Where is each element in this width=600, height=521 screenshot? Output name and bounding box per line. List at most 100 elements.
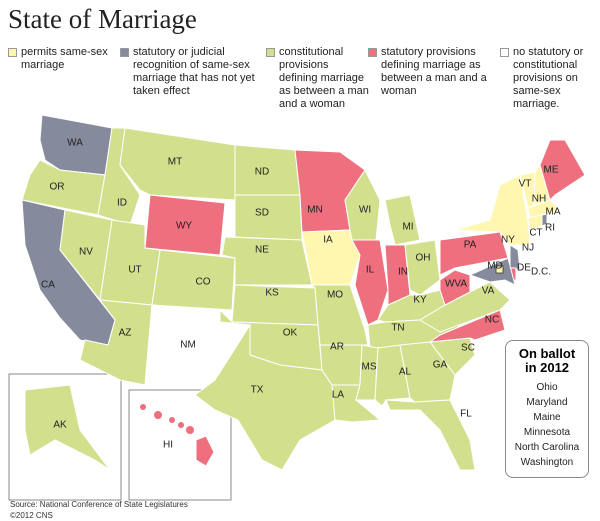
legend-label: constitutional provisions defining marri…: [279, 46, 369, 110]
ballot-list: Ohio Maryland Maine Minnesota North Carolina…: [506, 380, 588, 470]
state-label: CA: [41, 280, 55, 291]
state: [355, 344, 379, 401]
state-label: NM: [180, 340, 196, 351]
state: [385, 399, 476, 471]
state-label: NC: [485, 315, 499, 326]
state-label: NY: [501, 235, 515, 246]
state-labels: WA OR CA NV ID MT WY UT CO AZ NM ND SD NE KS OK TX MN IA MO…: [41, 138, 561, 451]
state-label: IN: [398, 267, 408, 278]
state: [509, 244, 521, 271]
state: [24, 384, 111, 471]
map-title: State of Marriage: [8, 4, 197, 34]
state-label: OR: [50, 182, 65, 193]
source: Source: National Conference of State Leg…: [10, 500, 188, 509]
state-label: WVA: [445, 279, 467, 290]
island: [186, 426, 194, 434]
state: [194, 323, 336, 471]
state-label: KS: [265, 288, 279, 299]
state-label: LA: [332, 390, 345, 401]
legend-swatch: [368, 48, 377, 57]
state: [404, 239, 441, 296]
state-label: KY: [413, 295, 427, 306]
state-label: MN: [307, 205, 323, 216]
legend-entry: permits same-sex marriage: [8, 46, 121, 72]
state-label: UT: [128, 265, 141, 276]
legend-entry: statutory provisions defining marriage a…: [368, 46, 499, 98]
state-label: AZ: [119, 328, 132, 339]
island: [178, 422, 184, 428]
state: [419, 281, 511, 333]
state-label: NJ: [522, 243, 534, 254]
ballot-item: Washington: [520, 457, 574, 468]
state-label: MS: [362, 362, 377, 373]
state: [144, 194, 226, 256]
state: [351, 239, 389, 326]
state: [195, 435, 215, 467]
ballot-title: On ballot in 2012: [518, 346, 576, 375]
legend-entry: constitutional provisions defining marri…: [266, 46, 369, 111]
state: [527, 199, 561, 219]
legend-label: statutory provisions defining marriage a…: [381, 46, 487, 97]
state-label: WY: [176, 221, 192, 232]
state-label: RI: [545, 223, 555, 234]
state-label: IA: [323, 235, 333, 246]
state-label: AR: [330, 342, 344, 353]
legend-swatch: [266, 48, 275, 57]
island: [169, 417, 175, 423]
island: [154, 411, 162, 419]
legend-label: no statutory or constitutional provision…: [513, 46, 584, 110]
state-label: SC: [461, 343, 475, 354]
state-label: SD: [255, 208, 269, 219]
state: [541, 213, 548, 227]
ballot-box: On ballot in 2012 Ohio Maryland Maine Minne…: [505, 340, 589, 478]
state-label: OH: [416, 253, 431, 264]
copyright: ©2012 CNS: [10, 511, 53, 520]
state-label: ND: [255, 167, 269, 178]
ballot-item: Maryland: [526, 397, 568, 408]
state: [454, 174, 531, 246]
legend-swatch: [8, 48, 17, 57]
state-label: NV: [79, 247, 93, 258]
legend-entry: statutory or judicial recognition of sam…: [120, 46, 268, 98]
state: [439, 231, 509, 276]
state-label: PA: [464, 240, 477, 251]
state-label: WA: [67, 138, 83, 149]
state-label: VA: [482, 286, 495, 297]
state-label: HI: [163, 440, 173, 451]
island: [140, 404, 146, 410]
state-label: D.C.: [531, 267, 551, 278]
state-label: NH: [532, 194, 546, 205]
state: [468, 257, 516, 286]
state: [439, 269, 471, 306]
legend-swatch: [120, 48, 129, 57]
state-label: TN: [391, 323, 404, 334]
state-label: OK: [283, 328, 298, 339]
state-label: MT: [168, 157, 182, 168]
state-label: CO: [196, 277, 211, 288]
state-label: ID: [117, 198, 127, 209]
ballot-item: Maine: [533, 412, 561, 423]
legend-label: statutory or judicial recognition of sam…: [133, 46, 255, 97]
states: [21, 114, 586, 471]
state-label: GA: [433, 360, 448, 371]
ballot-item: Ohio: [536, 382, 558, 393]
state-label: TX: [251, 385, 264, 396]
state-label: NE: [255, 245, 269, 256]
state-label: DE: [517, 263, 531, 274]
legend-label: permits same-sex marriage: [21, 46, 108, 71]
state-label: MI: [402, 222, 413, 233]
state-label: VT: [519, 179, 532, 190]
state: [144, 304, 221, 386]
state-label: WI: [359, 205, 371, 216]
legend-entry: no statutory or constitutional provision…: [500, 46, 600, 111]
state: [384, 194, 421, 246]
state-label: MO: [327, 290, 343, 301]
state: [495, 265, 504, 274]
state-label: MA: [546, 207, 561, 218]
legend-swatch: [500, 48, 509, 57]
state-label: CT: [529, 228, 542, 239]
ballot-item: Minnesota: [523, 427, 571, 438]
state-label: AL: [399, 367, 412, 378]
